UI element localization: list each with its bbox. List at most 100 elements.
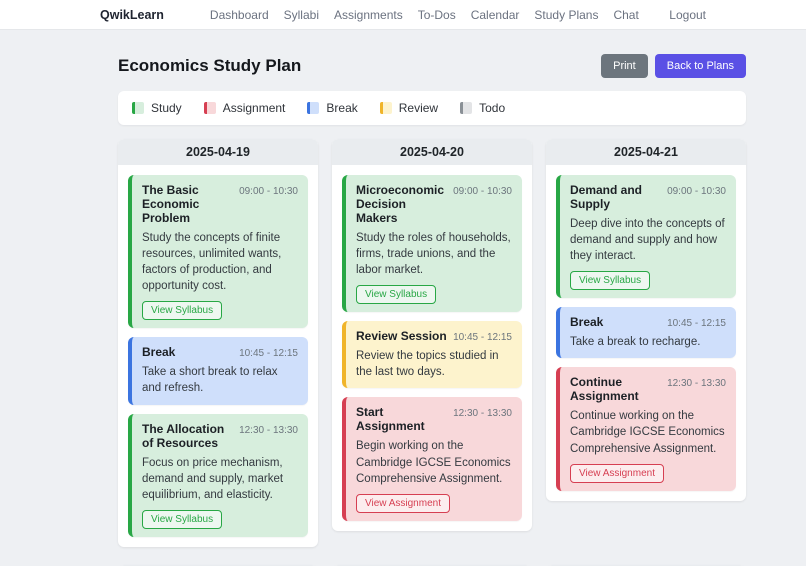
event-description: Review the topics studied in the last tw… bbox=[356, 350, 499, 379]
back-to-plans-button[interactable]: Back to Plans bbox=[654, 54, 746, 78]
event-card-study: The Allocation of Resources 12:30 - 13:3… bbox=[128, 413, 308, 537]
view-syllabus-button[interactable]: View Syllabus bbox=[142, 509, 223, 529]
event-description: Study the roles of households, firms, tr… bbox=[356, 232, 511, 277]
nav-item-todos[interactable]: To-Dos bbox=[417, 7, 456, 22]
event-description: Focus on price mechanism, demand and sup… bbox=[142, 456, 284, 501]
print-button[interactable]: Print bbox=[601, 54, 648, 78]
event-card-assignment: Continue Assignment 12:30 - 13:30 Contin… bbox=[556, 367, 736, 491]
legend-item-todo: Todo bbox=[460, 101, 505, 115]
event-description: Take a short break to relax and refresh. bbox=[142, 366, 278, 395]
legend-item-study: Study bbox=[132, 101, 182, 115]
event-header: Microeconomic Decision Makers 09:00 - 10… bbox=[356, 183, 512, 225]
legend-item-break: Break bbox=[307, 101, 358, 115]
event-title: Microeconomic Decision Makers bbox=[356, 183, 445, 225]
view-assignment-button[interactable]: View Assignment bbox=[570, 463, 664, 483]
event-header: Review Session 10:45 - 12:15 bbox=[356, 329, 512, 343]
event-header: The Allocation of Resources 12:30 - 13:3… bbox=[142, 422, 298, 450]
day-column: 2025-04-19 The Basic Economic Problem 09… bbox=[118, 139, 318, 547]
day-column: 2025-04-24 Factors of Production 09:00 -… bbox=[546, 564, 746, 566]
review-color-swatch bbox=[379, 102, 392, 114]
event-header: Break 10:45 - 12:15 bbox=[142, 345, 298, 359]
todo-color-swatch bbox=[460, 102, 473, 114]
day-column: 2025-04-23 Elasticity 09:00 - 10:30 Unde… bbox=[332, 564, 532, 566]
event-header: Demand and Supply 09:00 - 10:30 bbox=[570, 183, 726, 211]
day-column: 2025-04-22 Market Equilibrium 09:00 - 10… bbox=[118, 564, 318, 566]
study-color-swatch bbox=[132, 102, 144, 114]
event-title: Break bbox=[142, 345, 176, 360]
study-plan-grid: 2025-04-19 The Basic Economic Problem 09… bbox=[118, 139, 746, 566]
nav-links: Dashboard Syllabi Assignments To-Dos Cal… bbox=[210, 8, 639, 22]
title-row: Economics Study Plan Print Back to Plans bbox=[118, 54, 746, 78]
view-syllabus-button[interactable]: View Syllabus bbox=[356, 285, 437, 305]
day-date-header: 2025-04-23 bbox=[332, 564, 532, 566]
day-events: Demand and Supply 09:00 - 10:30 Deep div… bbox=[546, 165, 746, 501]
event-title: Demand and Supply bbox=[570, 183, 643, 211]
event-time: 09:00 - 10:30 bbox=[453, 186, 512, 197]
nav-item-dashboard[interactable]: Dashboard bbox=[209, 7, 269, 22]
event-time: 10:45 - 12:15 bbox=[667, 318, 726, 330]
view-syllabus-button[interactable]: View Syllabus bbox=[142, 301, 223, 321]
event-title: The Allocation of Resources bbox=[142, 421, 225, 450]
legend-item-assignment: Assignment bbox=[203, 101, 286, 115]
event-time: 10:45 - 12:15 bbox=[239, 348, 298, 360]
legend-label: Todo bbox=[479, 101, 506, 115]
event-title: Continue Assignment bbox=[570, 375, 639, 404]
event-card-review: Review Session 10:45 - 12:15 Review the … bbox=[342, 321, 522, 389]
day-events: Microeconomic Decision Makers 09:00 - 10… bbox=[332, 165, 532, 531]
event-title: The Basic Economic Problem bbox=[142, 183, 200, 225]
event-description: Begin working on the Cambridge IGCSE Eco… bbox=[356, 440, 511, 485]
event-description: Deep dive into the concepts of demand an… bbox=[570, 218, 725, 263]
event-time: 12:30 - 13:30 bbox=[453, 408, 512, 420]
event-header: Break 10:45 - 12:15 bbox=[570, 315, 726, 329]
day-events: The Basic Economic Problem 09:00 - 10:30… bbox=[118, 165, 318, 547]
event-time: 12:30 - 13:30 bbox=[667, 378, 726, 390]
day-date-header: 2025-04-21 bbox=[546, 139, 746, 165]
event-header: Start Assignment 12:30 - 13:30 bbox=[356, 405, 512, 433]
nav-item-syllabi[interactable]: Syllabi bbox=[283, 7, 319, 22]
event-card-assignment: Start Assignment 12:30 - 13:30 Begin wor… bbox=[342, 397, 522, 521]
event-title: Review Session bbox=[356, 329, 447, 344]
nav-item-assignments[interactable]: Assignments bbox=[334, 7, 403, 22]
event-card-break: Break 10:45 - 12:15 Take a break to rech… bbox=[556, 307, 736, 359]
event-description: Continue working on the Cambridge IGCSE … bbox=[570, 410, 725, 455]
event-description: Study the concepts of finite resources, … bbox=[142, 232, 282, 293]
legend-label: Break bbox=[326, 101, 358, 115]
day-column: 2025-04-20 Microeconomic Decision Makers… bbox=[332, 139, 532, 531]
page-title: Economics Study Plan bbox=[118, 56, 302, 75]
day-date-header: 2025-04-24 bbox=[546, 564, 746, 566]
top-navbar: QwikLearn Dashboard Syllabi Assignments … bbox=[0, 0, 806, 30]
event-card-study: Microeconomic Decision Makers 09:00 - 10… bbox=[342, 175, 522, 313]
nav-item-chat[interactable]: Chat bbox=[613, 7, 639, 22]
legend-bar: Study Assignment Break Review Todo bbox=[118, 91, 746, 125]
event-title: Break bbox=[570, 315, 604, 330]
event-card-study: The Basic Economic Problem 09:00 - 10:30… bbox=[128, 175, 308, 329]
event-time: 09:00 - 10:30 bbox=[239, 186, 298, 197]
view-syllabus-button[interactable]: View Syllabus bbox=[570, 271, 651, 291]
day-date-header: 2025-04-20 bbox=[332, 139, 532, 165]
nav-item-study-plans[interactable]: Study Plans bbox=[534, 7, 599, 22]
view-assignment-button[interactable]: View Assignment bbox=[356, 493, 450, 513]
title-actions: Print Back to Plans bbox=[601, 54, 746, 78]
event-card-study: Demand and Supply 09:00 - 10:30 Deep div… bbox=[556, 175, 736, 299]
brand-logo[interactable]: QwikLearn bbox=[100, 7, 164, 22]
day-date-header: 2025-04-22 bbox=[118, 564, 318, 566]
legend-label: Review bbox=[398, 101, 439, 115]
assignment-color-swatch bbox=[203, 102, 216, 114]
event-time: 09:00 - 10:30 bbox=[667, 186, 726, 197]
legend-label: Assignment bbox=[222, 101, 286, 115]
event-header: Continue Assignment 12:30 - 13:30 bbox=[570, 375, 726, 403]
event-header: The Basic Economic Problem 09:00 - 10:30 bbox=[142, 183, 298, 225]
legend-item-review: Review bbox=[379, 101, 439, 115]
event-title: Start Assignment bbox=[356, 405, 425, 434]
day-column: 2025-04-21 Demand and Supply 09:00 - 10:… bbox=[546, 139, 746, 501]
day-date-header: 2025-04-19 bbox=[118, 139, 318, 165]
nav-item-calendar[interactable]: Calendar bbox=[470, 7, 520, 22]
event-time: 12:30 - 13:30 bbox=[239, 424, 298, 436]
break-color-swatch bbox=[307, 102, 320, 114]
logout-link[interactable]: Logout bbox=[669, 7, 706, 22]
event-time: 10:45 - 12:15 bbox=[453, 332, 512, 344]
page-content: Economics Study Plan Print Back to Plans… bbox=[118, 54, 746, 566]
event-description: Take a break to recharge. bbox=[570, 336, 701, 349]
event-card-break: Break 10:45 - 12:15 Take a short break t… bbox=[128, 337, 308, 405]
legend-label: Study bbox=[151, 101, 182, 115]
